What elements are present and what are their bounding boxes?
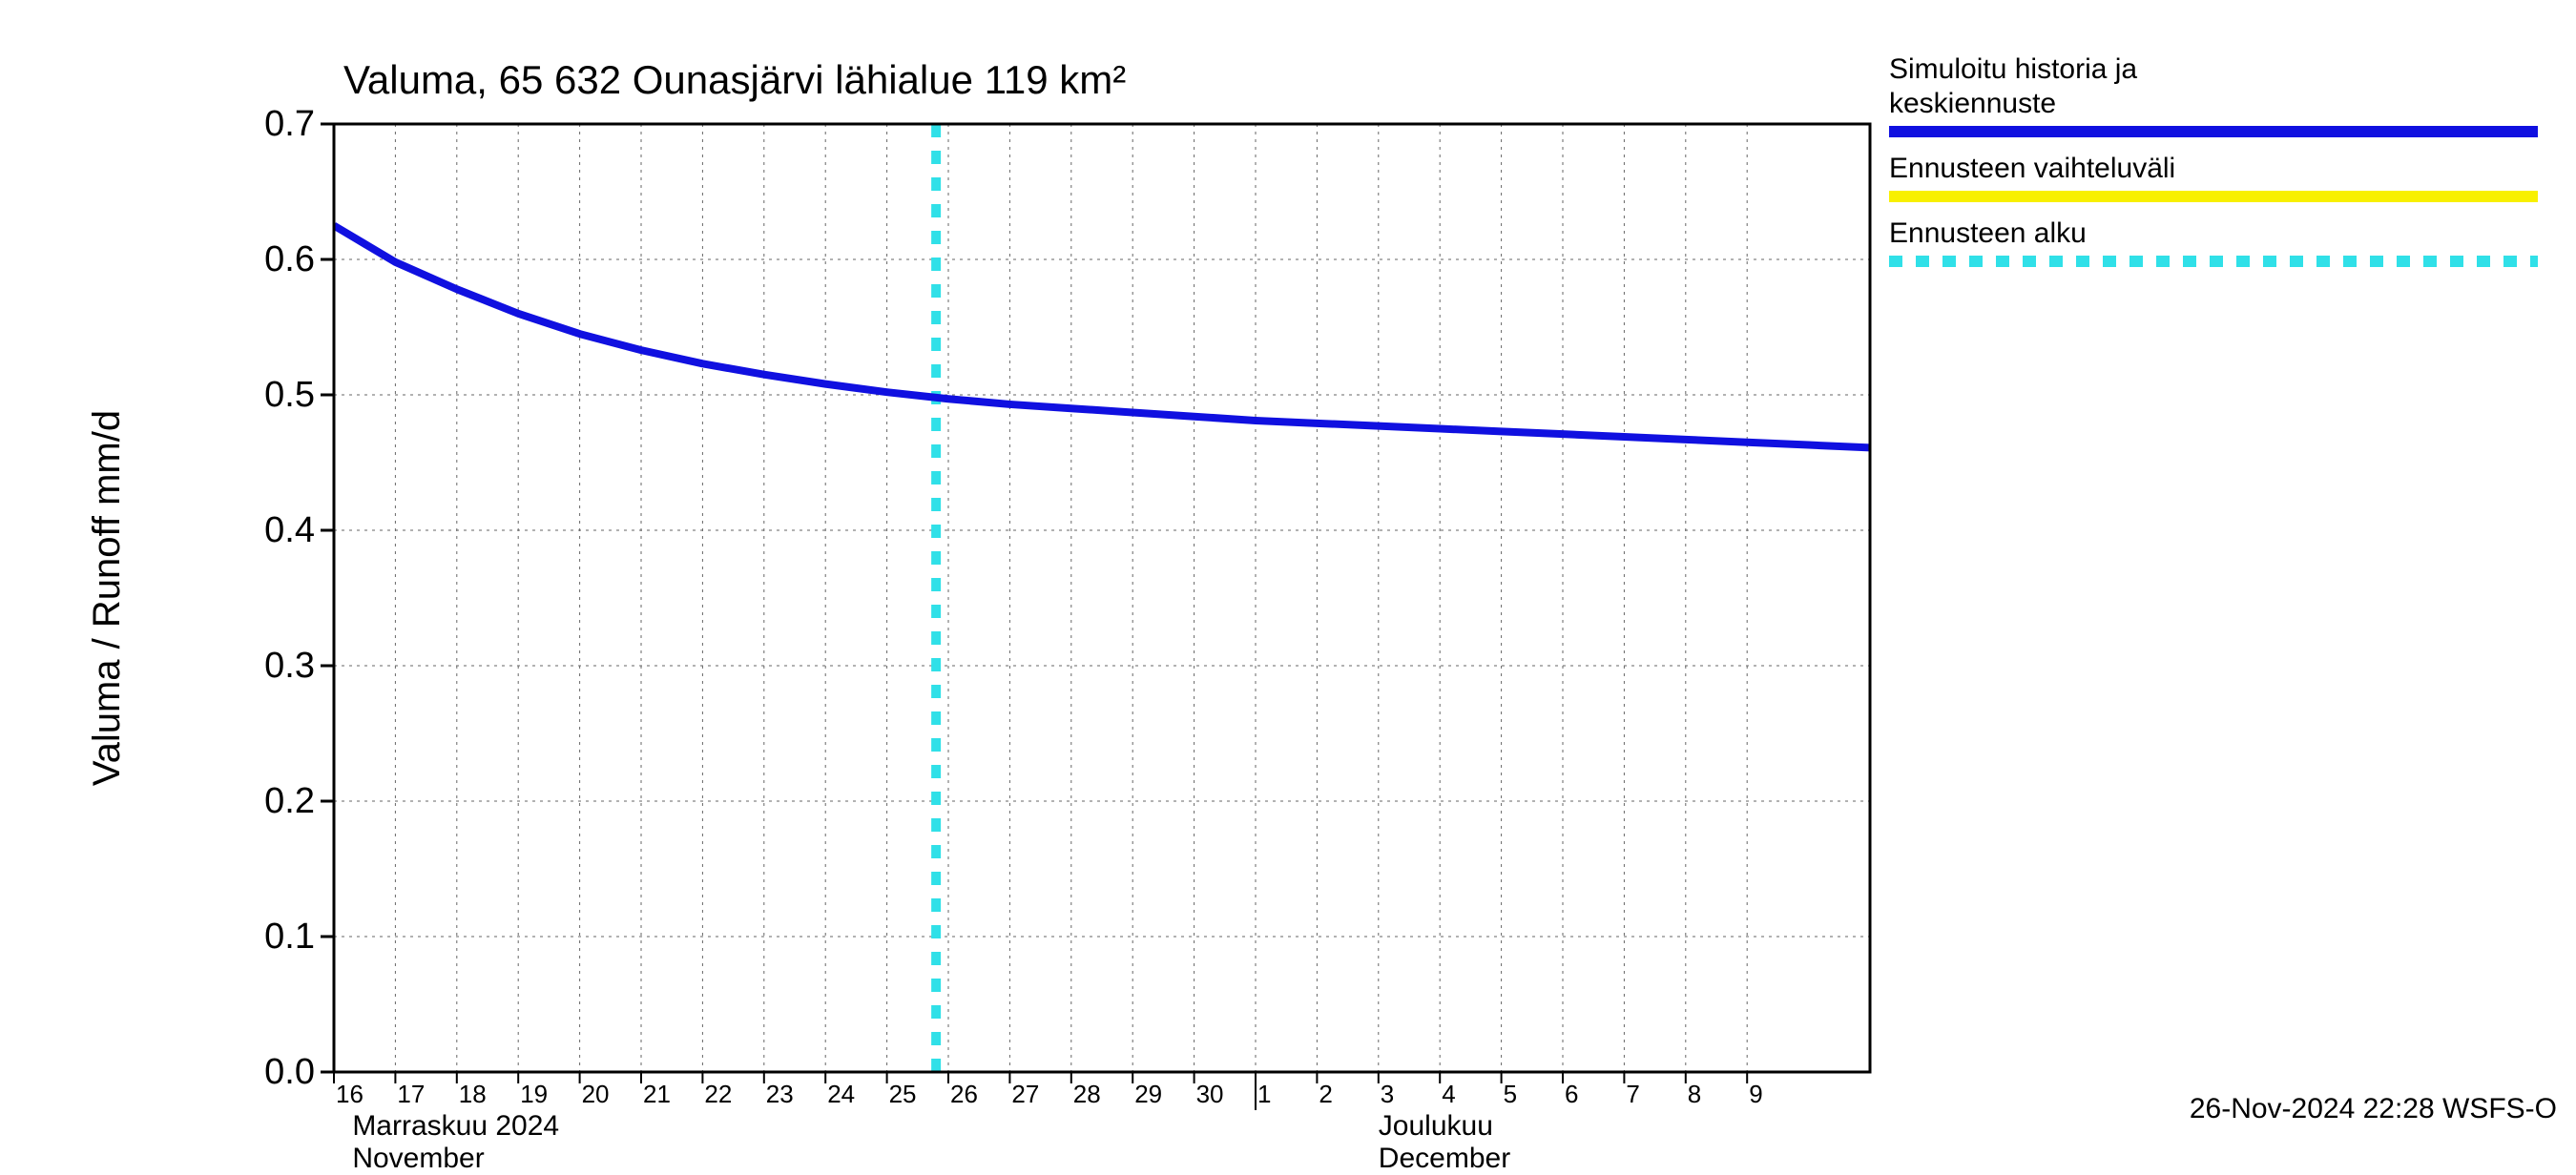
- chart-canvas: Valuma, 65 632 Ounasjärvi lähialue 119 k…: [0, 0, 2576, 1144]
- y-tick-label: 0.1: [210, 917, 315, 958]
- y-tick-label: 0.7: [210, 104, 315, 145]
- legend-item: Ennusteen alku: [1889, 216, 2538, 266]
- x-tick-label: 2: [1319, 1080, 1366, 1109]
- x-tick-label: 8: [1688, 1080, 1735, 1109]
- x-tick-label: 30: [1196, 1080, 1244, 1109]
- x-tick-label: 1: [1257, 1080, 1305, 1109]
- x-tick-label: 25: [889, 1080, 937, 1109]
- timestamp-label: 26-Nov-2024 22:28 WSFS-O: [2190, 1093, 2557, 1125]
- x-tick-label: 9: [1749, 1080, 1797, 1109]
- x-tick-label: 17: [397, 1080, 445, 1109]
- x-tick-label: 5: [1504, 1080, 1551, 1109]
- y-tick-label: 0.6: [210, 239, 315, 280]
- legend: Simuloitu historia jakeskiennuste Ennuste…: [1889, 52, 2538, 281]
- x-tick-label: 18: [459, 1080, 507, 1109]
- y-tick-label: 0.3: [210, 646, 315, 687]
- x-tick-label: 20: [582, 1080, 630, 1109]
- legend-swatch: [1889, 255, 2538, 266]
- legend-label: Ennusteen alku: [1889, 216, 2538, 251]
- month-label-line1: Marraskuu 2024: [352, 1110, 559, 1143]
- x-tick-label: 24: [827, 1080, 875, 1109]
- month-label-line1: Joulukuu: [1379, 1110, 1493, 1143]
- x-tick-label: 29: [1134, 1080, 1182, 1109]
- x-tick-label: 16: [336, 1080, 384, 1109]
- x-tick-label: 27: [1011, 1080, 1059, 1109]
- legend-swatch: [1889, 190, 2538, 201]
- y-tick-label: 0.4: [210, 510, 315, 551]
- y-tick-label: 0.5: [210, 375, 315, 416]
- x-tick-label: 3: [1381, 1080, 1428, 1109]
- legend-label: keskiennuste: [1889, 87, 2538, 121]
- x-tick-label: 19: [520, 1080, 568, 1109]
- x-tick-label: 26: [950, 1080, 998, 1109]
- legend-item: Simuloitu historia jakeskiennuste: [1889, 52, 2538, 136]
- x-tick-label: 22: [704, 1080, 752, 1109]
- y-axis-label: Valuma / Runoff mm/d: [86, 238, 129, 958]
- x-tick-label: 21: [643, 1080, 691, 1109]
- legend-swatch: [1889, 125, 2538, 136]
- x-tick-label: 28: [1073, 1080, 1121, 1109]
- legend-label: Ennusteen vaihteluväli: [1889, 152, 2538, 186]
- x-tick-label: 4: [1442, 1080, 1489, 1109]
- month-label-line2: November: [352, 1143, 484, 1175]
- month-label-line2: December: [1379, 1143, 1510, 1175]
- chart-title: Valuma, 65 632 Ounasjärvi lähialue 119 k…: [343, 57, 1126, 103]
- y-tick-label: 0.0: [210, 1052, 315, 1093]
- x-tick-label: 23: [766, 1080, 814, 1109]
- x-tick-label: 7: [1626, 1080, 1673, 1109]
- legend-item: Ennusteen vaihteluväli: [1889, 152, 2538, 201]
- y-tick-label: 0.2: [210, 781, 315, 822]
- legend-label: Simuloitu historia ja: [1889, 52, 2538, 87]
- x-tick-label: 6: [1565, 1080, 1612, 1109]
